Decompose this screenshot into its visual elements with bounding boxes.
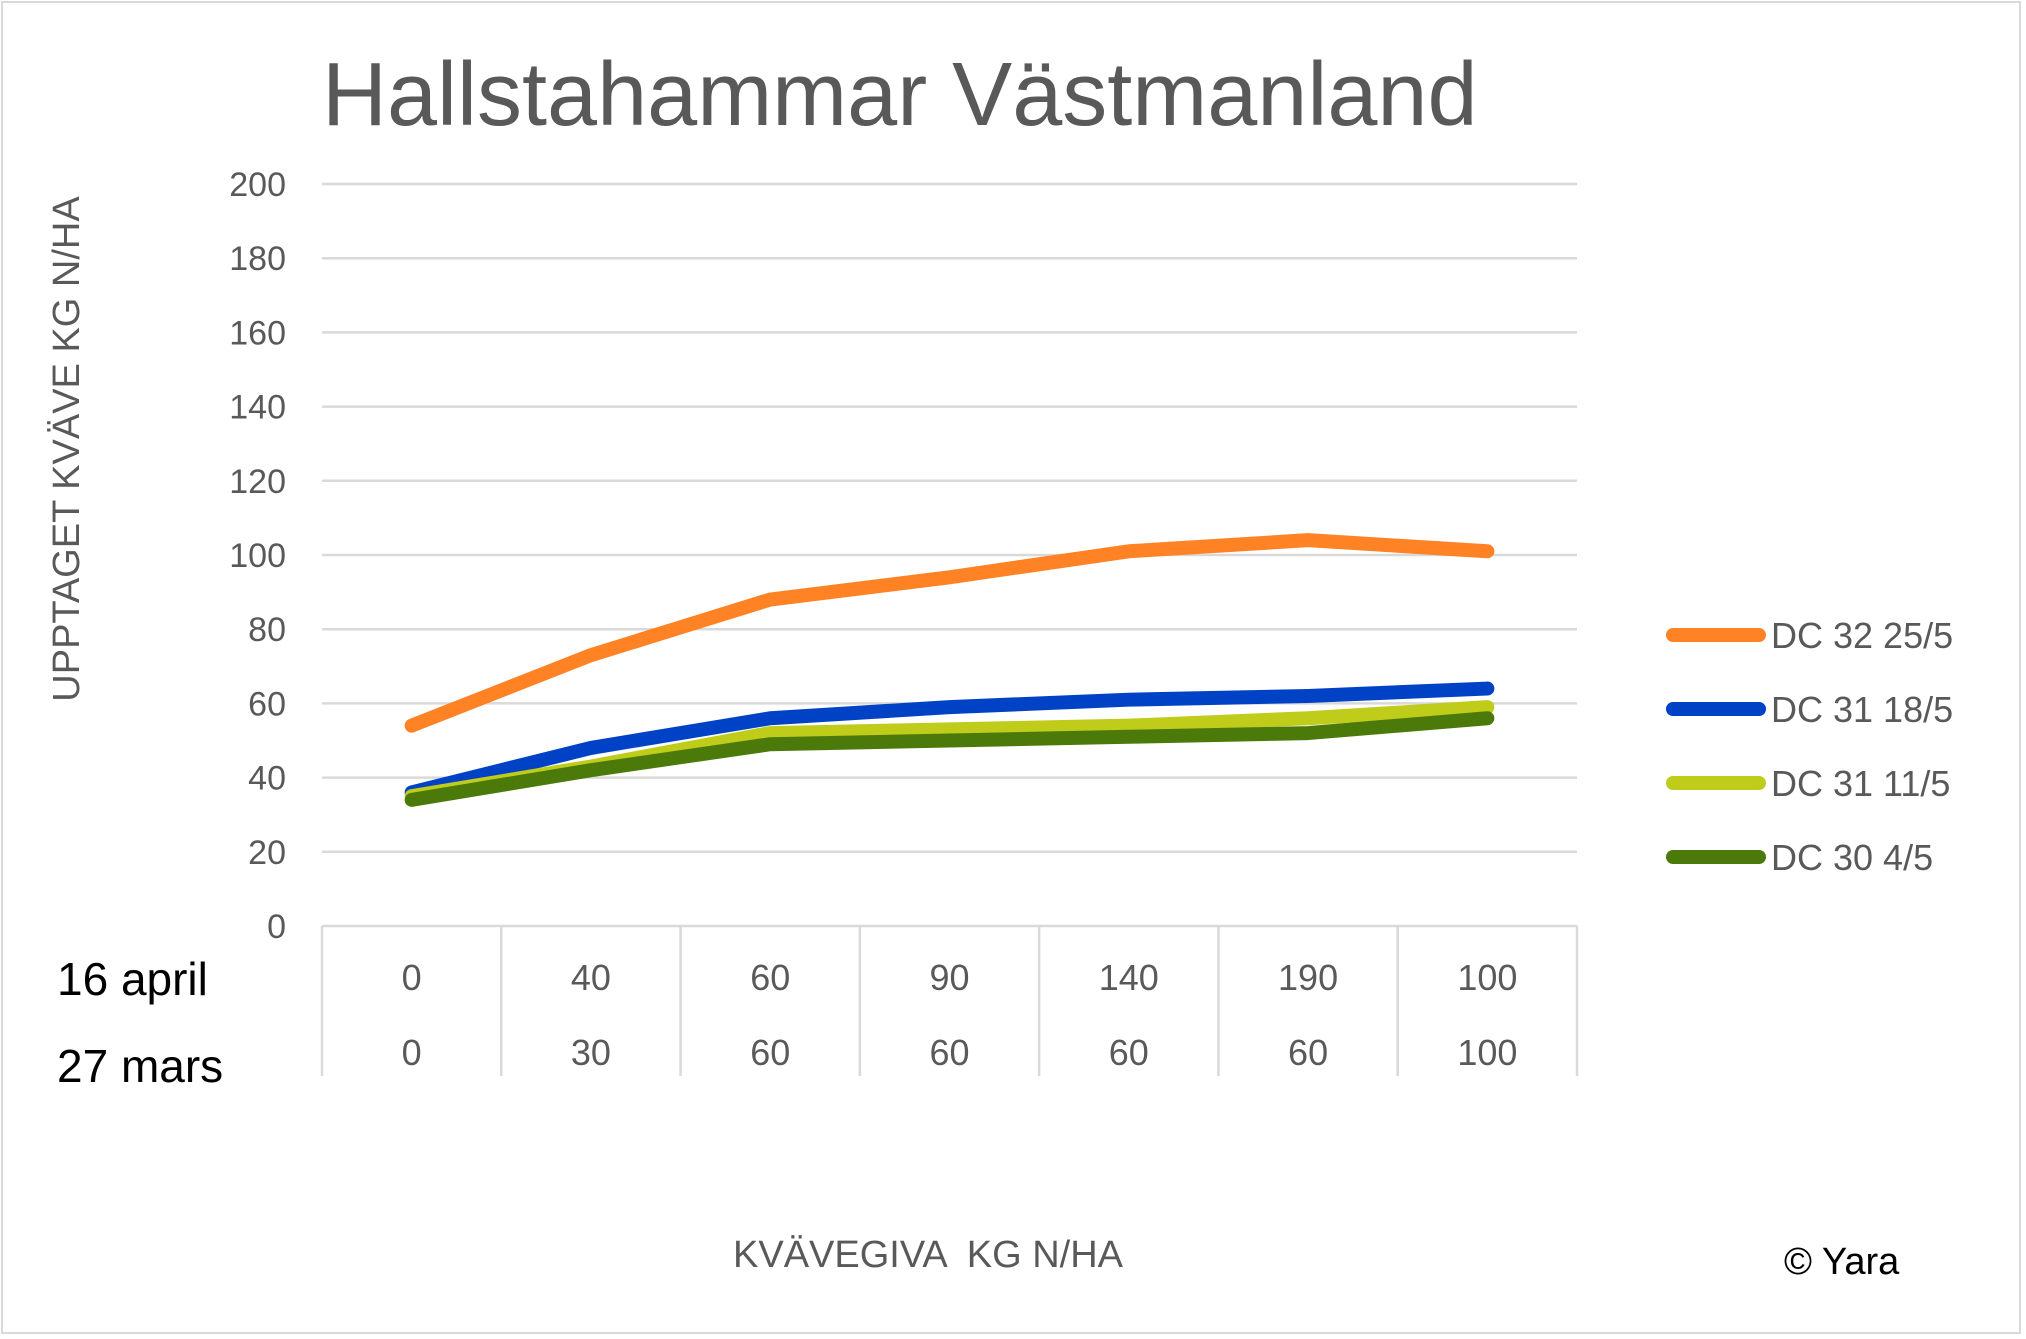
- legend: DC 32 25/5 DC 31 18/5 DC 31 11/5 DC 30 4/5: [1666, 615, 1953, 878]
- x-axis-table: 16 april 0 40 60 90 140 190 100 27 mars 0 30 60 60 60…: [57, 926, 1579, 1092]
- gridlines: [322, 182, 1577, 928]
- x-row-label: 16 april: [57, 953, 208, 1005]
- x-tick-label: 60: [1109, 1032, 1149, 1073]
- x-tick-label: 100: [1457, 1032, 1517, 1073]
- y-tick-label: 80: [248, 611, 286, 649]
- copyright-text: © Yara: [1784, 1241, 1900, 1283]
- chart: Hallstahammar Västmanland 0 20 40 60 80 100 12…: [46, 45, 1953, 1283]
- x-tick-label: 0: [402, 1032, 422, 1073]
- x-tick-label: 60: [929, 1032, 969, 1073]
- x-tick-label: 140: [1099, 957, 1159, 998]
- series-line-4: [404, 711, 1495, 807]
- x-tick-label: 190: [1278, 957, 1338, 998]
- x-row-label: 27 mars: [57, 1040, 223, 1092]
- y-tick-label: 180: [229, 240, 286, 278]
- legend-label: DC 32 25/5: [1771, 615, 1953, 656]
- y-tick-label: 20: [248, 834, 286, 872]
- series-line-2: [404, 681, 1495, 800]
- legend-label: DC 31 11/5: [1771, 763, 1950, 804]
- x-tick-label: 60: [750, 957, 790, 998]
- series-line-1: [404, 533, 1495, 733]
- series-lines: [404, 533, 1495, 807]
- legend-label: DC 30 4/5: [1771, 837, 1933, 878]
- y-tick-label: 100: [229, 537, 286, 575]
- x-tick-label: 60: [750, 1032, 790, 1073]
- legend-label: DC 31 18/5: [1771, 689, 1953, 730]
- x-tick-label: 0: [402, 957, 422, 998]
- x-tick-label: 100: [1457, 957, 1517, 998]
- y-tick-label: 40: [248, 760, 286, 798]
- y-tick-label: 120: [229, 463, 286, 501]
- x-tick-label: 60: [1288, 1032, 1328, 1073]
- y-tick-label: 200: [229, 166, 286, 204]
- y-tick-label: 60: [248, 685, 286, 723]
- x-axis-label: KVÄVEGIVA KG N/HA: [733, 1234, 1124, 1276]
- y-axis-ticks: 0 20 40 60 80 100 120 140 160 180 200: [229, 166, 286, 946]
- y-tick-label: 0: [267, 908, 286, 946]
- x-tick-label: 40: [571, 957, 611, 998]
- chart-title: Hallstahammar Västmanland: [322, 45, 1478, 145]
- x-tick-label: 90: [929, 957, 969, 998]
- y-tick-label: 140: [229, 389, 286, 427]
- x-tick-label: 30: [571, 1032, 611, 1073]
- y-axis-label: UPPTAGET KVÄVE KG N/HA: [46, 196, 88, 702]
- y-tick-label: 160: [229, 314, 286, 352]
